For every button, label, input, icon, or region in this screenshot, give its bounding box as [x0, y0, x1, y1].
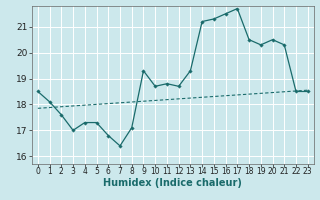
X-axis label: Humidex (Indice chaleur): Humidex (Indice chaleur): [103, 178, 242, 188]
